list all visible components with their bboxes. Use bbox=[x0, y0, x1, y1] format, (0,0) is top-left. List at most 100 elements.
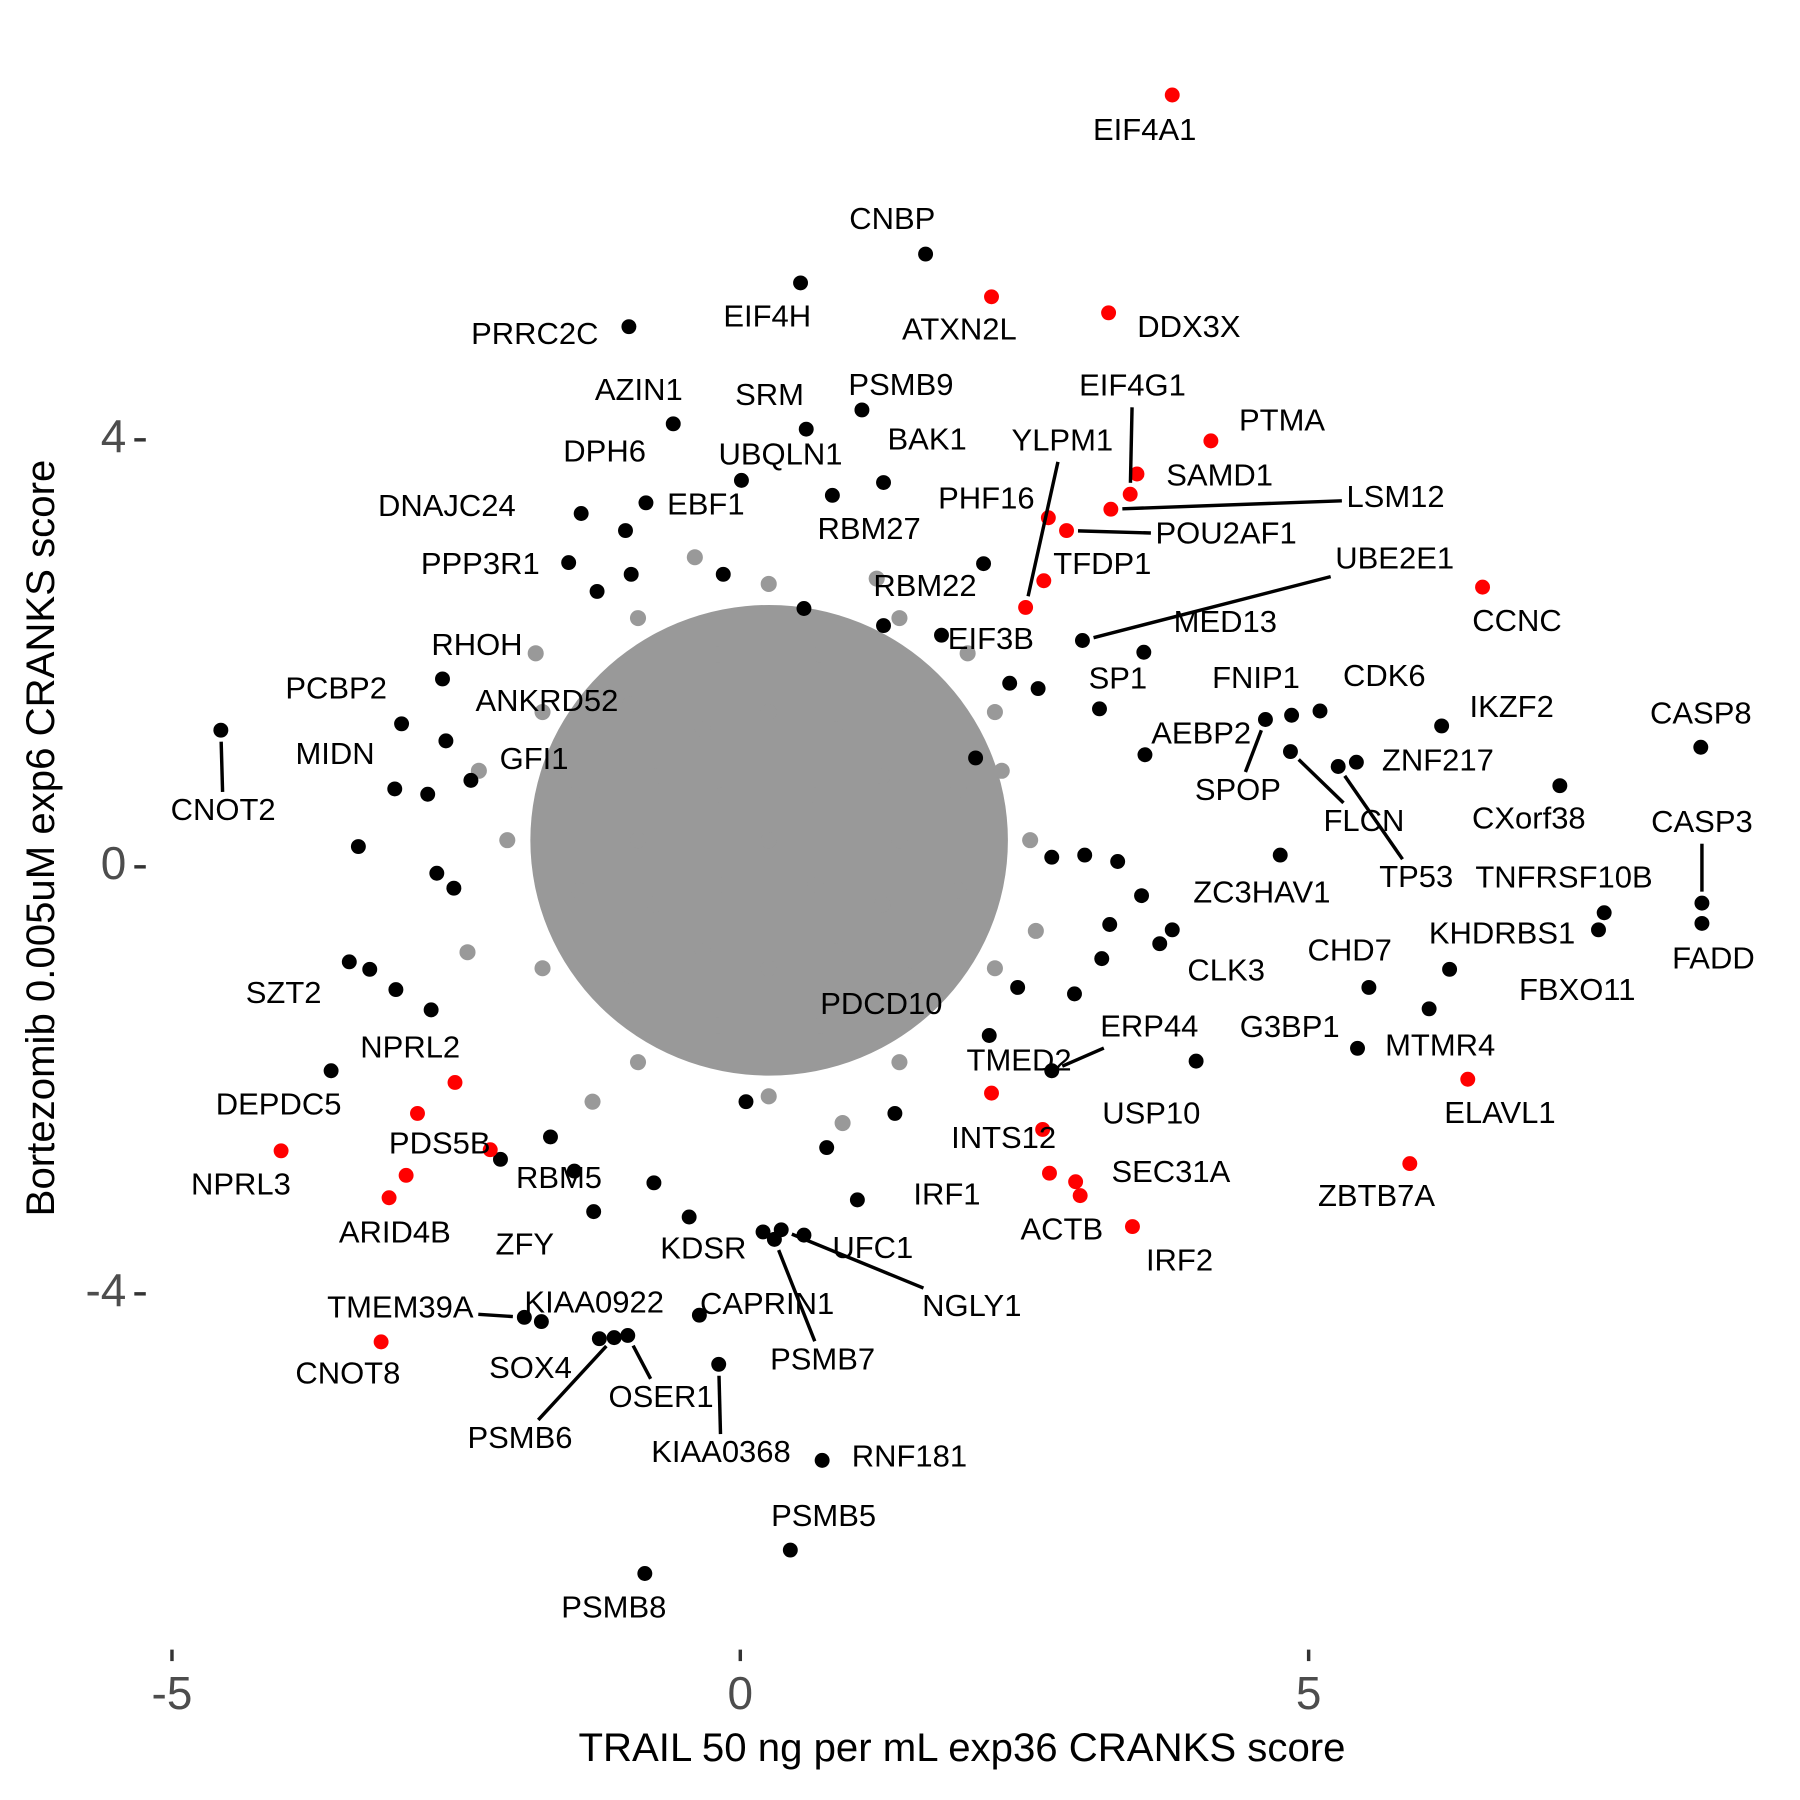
point bbox=[1591, 922, 1606, 938]
point bbox=[516, 1309, 532, 1325]
point-label: PSMB6 bbox=[467, 1420, 572, 1455]
point bbox=[1059, 523, 1074, 539]
point bbox=[1068, 1174, 1084, 1190]
point bbox=[622, 967, 639, 984]
point bbox=[1074, 633, 1090, 648]
point bbox=[533, 1314, 549, 1330]
point bbox=[638, 495, 654, 511]
point bbox=[323, 1063, 339, 1079]
point-label: RBM22 bbox=[873, 568, 976, 603]
point bbox=[709, 1017, 726, 1034]
point bbox=[1257, 712, 1273, 727]
point bbox=[499, 832, 516, 849]
leader-line bbox=[1128, 407, 1134, 483]
point bbox=[1101, 305, 1117, 321]
point-label: AZIN1 bbox=[595, 372, 683, 407]
point-label: SZT2 bbox=[246, 975, 322, 1010]
point bbox=[388, 982, 404, 998]
point bbox=[629, 1054, 647, 1071]
point bbox=[950, 781, 967, 799]
point bbox=[760, 960, 777, 977]
point-label: PSMB9 bbox=[848, 367, 953, 402]
point-label: MTMR4 bbox=[1385, 1027, 1495, 1062]
point bbox=[1072, 1188, 1088, 1204]
point bbox=[826, 943, 843, 960]
point bbox=[819, 1140, 835, 1156]
point bbox=[834, 1114, 851, 1132]
point bbox=[1552, 778, 1568, 794]
point bbox=[868, 570, 885, 587]
point bbox=[976, 556, 992, 572]
leader-line bbox=[219, 741, 225, 792]
point-label: DDX3X bbox=[1137, 309, 1241, 344]
point bbox=[1077, 847, 1093, 863]
point bbox=[566, 1163, 582, 1179]
point bbox=[1312, 703, 1328, 719]
point-label: PSMB5 bbox=[771, 1498, 876, 1533]
point bbox=[711, 1356, 727, 1372]
point-label: PDS5B bbox=[389, 1125, 491, 1160]
point-label: UFC1 bbox=[832, 1230, 913, 1265]
leader-line bbox=[1122, 499, 1342, 511]
point-label: TP53 bbox=[1379, 859, 1453, 894]
point bbox=[1137, 747, 1153, 763]
point bbox=[993, 762, 1010, 779]
point-label: CNBP bbox=[849, 201, 935, 236]
point-label: CASP8 bbox=[1650, 695, 1752, 730]
point bbox=[715, 566, 731, 582]
point bbox=[874, 768, 891, 785]
point-label: LSM12 bbox=[1346, 479, 1444, 514]
point bbox=[760, 575, 777, 592]
point bbox=[561, 555, 577, 571]
point bbox=[621, 319, 637, 335]
point bbox=[1164, 87, 1180, 103]
point bbox=[807, 787, 824, 804]
point-label: TMED2 bbox=[967, 1042, 1072, 1077]
x-tick-label: -5 bbox=[152, 1667, 193, 1719]
y-tick-label: -4 bbox=[85, 1264, 126, 1316]
point bbox=[637, 1566, 653, 1581]
point bbox=[1475, 579, 1491, 595]
point bbox=[694, 943, 711, 960]
y-tick-label: 0 bbox=[101, 837, 127, 889]
point bbox=[273, 1143, 289, 1159]
point-label: SAMD1 bbox=[1166, 458, 1273, 493]
point-label: DEPDC5 bbox=[216, 1087, 342, 1122]
point bbox=[681, 1209, 697, 1225]
leader-line bbox=[478, 1312, 513, 1319]
leader-line bbox=[1077, 529, 1151, 535]
point bbox=[773, 1222, 789, 1238]
point-label: ZNF217 bbox=[1382, 742, 1494, 777]
point bbox=[438, 733, 454, 749]
point bbox=[1596, 905, 1612, 921]
point-label: USP10 bbox=[1102, 1095, 1200, 1130]
point bbox=[394, 716, 410, 732]
leader-line bbox=[1243, 729, 1263, 773]
point bbox=[543, 1129, 558, 1145]
point bbox=[362, 961, 378, 977]
point bbox=[429, 865, 445, 881]
point bbox=[1094, 951, 1110, 967]
leader-line bbox=[717, 1375, 723, 1435]
point bbox=[986, 960, 1003, 977]
point bbox=[1102, 917, 1118, 932]
point-label: MED13 bbox=[1174, 604, 1277, 639]
point bbox=[623, 566, 639, 582]
point-label: KDSR bbox=[660, 1230, 746, 1265]
point bbox=[482, 1142, 498, 1158]
point bbox=[493, 1151, 508, 1167]
point bbox=[1152, 936, 1168, 952]
point bbox=[584, 1093, 601, 1110]
leader-line bbox=[777, 1249, 817, 1342]
point bbox=[891, 832, 908, 849]
point bbox=[793, 275, 809, 291]
point bbox=[981, 1028, 997, 1043]
point bbox=[1134, 888, 1150, 904]
point bbox=[1284, 707, 1300, 723]
point bbox=[814, 1452, 830, 1468]
point bbox=[899, 967, 916, 984]
point bbox=[1110, 854, 1126, 869]
point-label: IRF2 bbox=[1146, 1242, 1213, 1277]
point bbox=[1272, 847, 1288, 863]
point-label: EIF3B bbox=[948, 621, 1034, 656]
